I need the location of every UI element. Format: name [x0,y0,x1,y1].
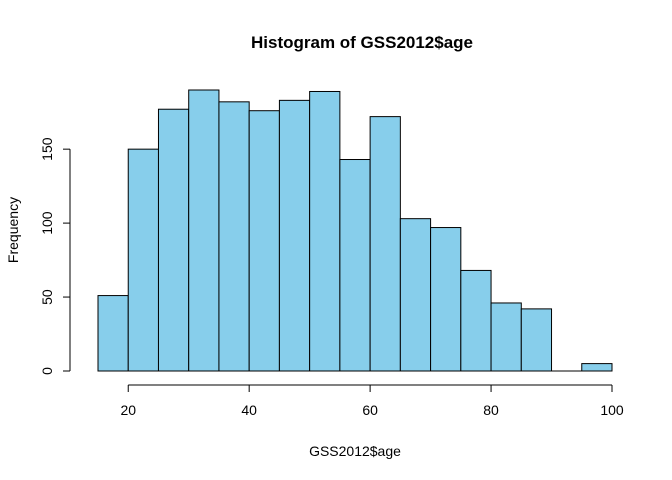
histogram-bar [97,295,129,372]
histogram-bar [339,159,371,372]
histogram-bar [278,99,311,372]
histogram-bar [157,108,190,372]
histogram-bar [309,90,341,372]
y-tick-label: 50 [39,289,55,305]
bars-group [97,89,613,372]
x-tick-label: 20 [120,402,136,418]
histogram-bar [218,101,250,372]
histogram-bar [430,227,462,372]
y-tick-label: 0 [39,367,55,375]
histogram-bar [460,269,492,372]
x-axis: 20 40 60 80 100 [120,384,624,418]
x-tick-label: 100 [600,402,624,418]
x-tick-label: 60 [362,402,378,418]
histogram-bar [520,308,553,372]
x-axis-label: GSS2012$age [309,443,401,459]
chart-title: Histogram of GSS2012$age [251,33,473,52]
histogram-bar [127,148,159,372]
y-tick-label: 100 [39,211,55,235]
y-axis-label: Frequency [5,197,21,263]
histogram-bar [581,363,613,372]
y-tick-label: 150 [39,137,55,161]
histogram-bar [369,116,401,372]
x-tick-label: 40 [241,402,257,418]
x-tick-label: 80 [483,402,499,418]
histogram-bar [248,110,280,372]
y-axis: 0 50 100 150 [39,137,71,375]
histogram-bar [188,89,220,372]
histogram-bar [490,302,522,372]
histogram-bar [399,218,432,372]
